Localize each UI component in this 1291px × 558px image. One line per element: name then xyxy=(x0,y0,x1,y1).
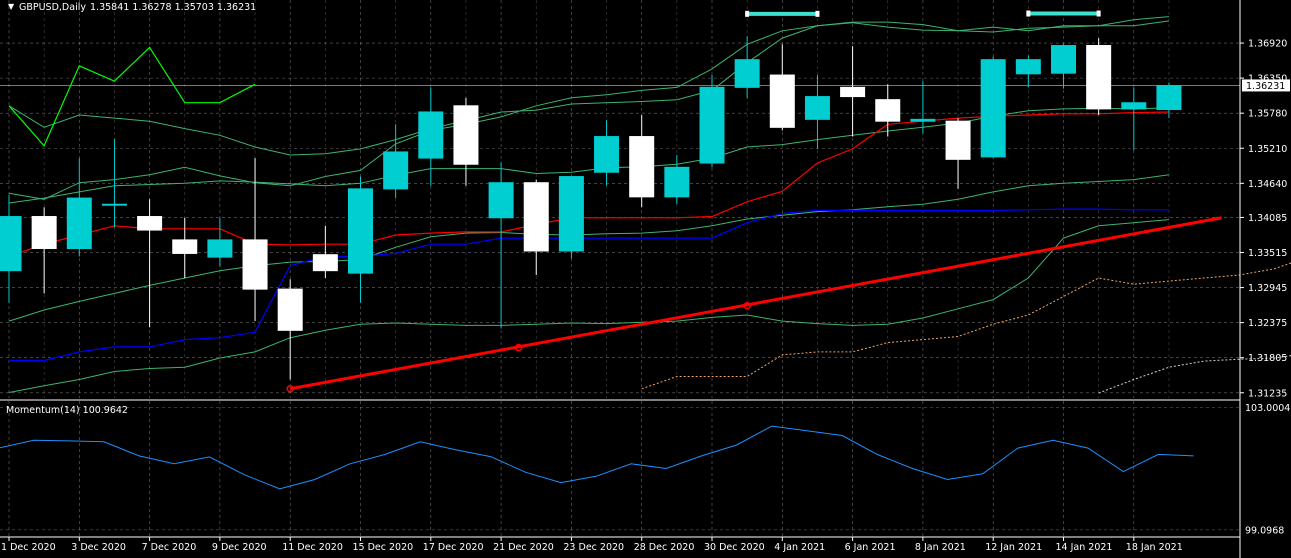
candle-body xyxy=(66,197,92,250)
x-tick-label: 18 Jan 2021 xyxy=(1126,542,1183,553)
current-price-label: 1.36231 xyxy=(1246,81,1285,92)
candle-body xyxy=(1051,45,1076,74)
candle-body xyxy=(840,86,866,98)
x-tick-label: 3 Dec 2020 xyxy=(71,542,126,553)
level-marker-handle[interactable] xyxy=(1026,10,1031,17)
momentum-line xyxy=(0,425,1194,490)
candle-body xyxy=(804,96,830,120)
y-tick-label: 1.31805 xyxy=(1248,353,1287,364)
momentum-y-label: 99.0968 xyxy=(1245,525,1284,536)
candle-body xyxy=(910,118,936,122)
trendline[interactable] xyxy=(289,216,1222,391)
candle-body xyxy=(242,239,268,290)
band-middle-line xyxy=(8,107,1170,204)
candle-body xyxy=(348,188,373,274)
chart-menu-icon[interactable]: ▼ xyxy=(8,2,15,11)
ma-red-line xyxy=(8,111,1170,258)
momentum-y-label: 103.0004 xyxy=(1245,403,1290,414)
candle-body xyxy=(418,111,444,159)
candle-body xyxy=(629,136,655,198)
y-tick-label: 1.33515 xyxy=(1248,248,1287,259)
candle-body xyxy=(980,59,1006,158)
candle-body xyxy=(699,86,725,164)
lagging-green-line xyxy=(8,46,256,147)
trendline-anchor[interactable] xyxy=(743,301,751,310)
x-tick-label: 11 Dec 2020 xyxy=(282,542,343,553)
x-tick-label: 28 Dec 2020 xyxy=(634,542,695,553)
candle-body xyxy=(101,203,127,206)
envelope-lower-line xyxy=(8,219,1170,393)
current-price-box xyxy=(1242,79,1290,92)
momentum-series xyxy=(0,425,1194,490)
x-tick-label: 6 Jan 2021 xyxy=(845,542,896,553)
x-tick-label: 17 Dec 2020 xyxy=(423,542,484,553)
band-upper-line xyxy=(8,20,1170,156)
x-tick-label: 15 Dec 2020 xyxy=(353,542,414,553)
ma-blue-line xyxy=(9,208,1169,362)
candle-body xyxy=(734,59,760,88)
candle-body xyxy=(383,151,409,190)
candle-body xyxy=(769,74,795,128)
candle-body xyxy=(137,216,163,231)
candle-body xyxy=(277,288,303,331)
candle-body xyxy=(1121,102,1147,110)
cloud-white-line xyxy=(1098,355,1291,394)
candle-body xyxy=(558,176,584,252)
trendline-anchor[interactable] xyxy=(286,385,294,393)
x-tick-label: 1 Dec 2020 xyxy=(1,542,56,553)
candle-body xyxy=(453,105,479,165)
x-tick-label: 14 Jan 2021 xyxy=(1056,542,1113,553)
candle-body xyxy=(664,166,690,198)
x-tick-label: 30 Dec 2020 xyxy=(704,542,765,553)
level-marker-handle[interactable] xyxy=(1096,10,1101,17)
candle-body xyxy=(1015,59,1041,75)
candle-body xyxy=(207,239,233,258)
momentum-label: Momentum(14) 100.9642 xyxy=(6,405,128,416)
candle-body xyxy=(523,182,549,252)
x-tick-label: 21 Dec 2020 xyxy=(493,542,554,553)
y-tick-label: 1.35210 xyxy=(1248,144,1287,155)
indicators xyxy=(8,16,1291,394)
candle-body xyxy=(312,254,338,272)
symbol-label: GBPUSD,Daily xyxy=(19,2,86,13)
band-lower-line xyxy=(8,174,1170,322)
candle-body xyxy=(1086,45,1112,110)
candle-body xyxy=(945,120,971,160)
candle-body xyxy=(172,239,198,254)
candle-body xyxy=(1156,85,1182,110)
y-tick-label: 1.34085 xyxy=(1248,213,1287,224)
x-tick-label: 7 Dec 2020 xyxy=(142,542,197,553)
x-tick-label: 8 Jan 2021 xyxy=(915,542,966,553)
candles xyxy=(0,36,1182,380)
candle-body xyxy=(0,216,22,272)
level-marker-handle[interactable] xyxy=(745,10,750,17)
y-tick-label: 1.31235 xyxy=(1248,388,1287,399)
candle-body xyxy=(31,216,57,250)
candle-body xyxy=(488,182,514,219)
y-tick-label: 1.32945 xyxy=(1248,283,1287,294)
x-tick-label: 12 Jan 2021 xyxy=(985,542,1042,553)
trendline-anchor[interactable] xyxy=(514,343,523,352)
envelope-upper-line xyxy=(8,16,1170,200)
momentum-grid xyxy=(0,401,1240,536)
ohlc-label: 1.35841 1.36278 1.35703 1.36231 xyxy=(90,2,256,13)
overlay xyxy=(286,10,1222,393)
y-tick-label: 1.35780 xyxy=(1248,109,1287,120)
level-marker-handle[interactable] xyxy=(815,10,820,17)
candle-body xyxy=(594,136,620,173)
y-tick-label: 1.36920 xyxy=(1248,39,1287,50)
candle-body xyxy=(875,99,901,122)
y-tick-label: 1.34640 xyxy=(1248,179,1287,190)
header-group: ▼ GBPUSD,Daily 1.35841 1.36278 1.35703 1… xyxy=(6,2,256,416)
cloud-orange-line xyxy=(641,262,1291,390)
x-tick-label: 4 Jan 2021 xyxy=(774,542,825,553)
x-tick-label: 9 Dec 2020 xyxy=(212,542,267,553)
y-tick-label: 1.32375 xyxy=(1248,318,1287,329)
y-tick-label: 1.36350 xyxy=(1248,74,1287,85)
x-tick-label: 23 Dec 2020 xyxy=(563,542,624,553)
